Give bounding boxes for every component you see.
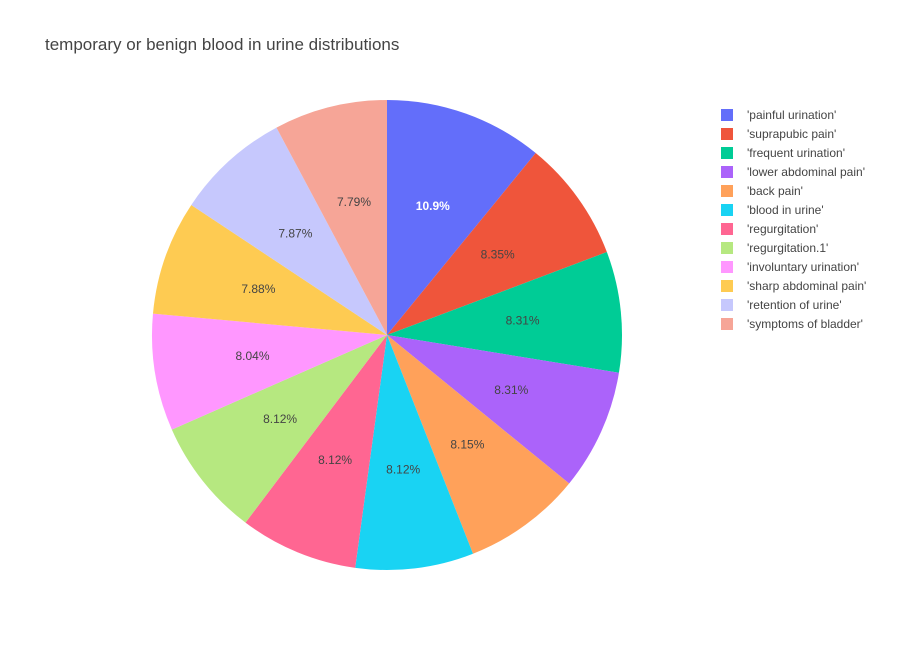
legend-swatch (721, 185, 733, 197)
pie-slice[interactable] (387, 153, 607, 335)
pie-slice[interactable] (387, 335, 619, 484)
legend-swatch (721, 280, 733, 292)
pie-slice-labels: 10.9% 8.35% 8.31% 8.31% 8.15% 8.12% 8.12% 8.12%… (235, 195, 540, 476)
legend-item[interactable]: 'regurgitation.1' (721, 241, 828, 255)
legend-label: 'retention of urine' (747, 298, 842, 312)
legend-label: 'blood in urine' (747, 203, 824, 217)
slice-percent-label: 8.15% (450, 437, 484, 451)
chart-title: temporary or benign blood in urine distr… (45, 35, 399, 54)
slice-percent-label: 8.31% (506, 314, 540, 328)
legend-swatch (721, 147, 733, 159)
slice-percent-label: 8.31% (494, 383, 528, 397)
pie-slice[interactable] (152, 313, 387, 430)
pie-slice[interactable] (387, 100, 536, 335)
slice-percent-label: 8.04% (235, 349, 269, 363)
legend-label: 'frequent urination' (747, 146, 845, 160)
legend-item[interactable]: 'regurgitation' (721, 222, 818, 236)
legend-swatch (721, 223, 733, 235)
legend-item[interactable]: 'retention of urine' (721, 298, 842, 312)
legend-item[interactable]: 'blood in urine' (721, 203, 824, 217)
legend-label: 'involuntary urination' (747, 260, 859, 274)
legend-item[interactable]: 'painful urination' (721, 108, 836, 122)
legend-item[interactable]: 'lower abdominal pain' (721, 165, 865, 179)
legend-item[interactable]: 'involuntary urination' (721, 260, 859, 274)
slice-percent-label: 7.88% (241, 282, 275, 296)
legend-item[interactable]: 'suprapubic pain' (721, 127, 836, 141)
pie-slice[interactable] (152, 204, 387, 335)
legend-swatch (721, 242, 733, 254)
slice-percent-label: 8.35% (481, 248, 515, 262)
legend-swatch (721, 261, 733, 273)
legend-swatch (721, 318, 733, 330)
pie-slice[interactable] (355, 335, 473, 571)
legend-label: 'suprapubic pain' (747, 127, 836, 141)
legend-item[interactable]: 'symptoms of bladder' (721, 317, 863, 331)
slice-percent-label: 8.12% (263, 412, 297, 426)
legend-item[interactable]: 'frequent urination' (721, 146, 845, 160)
legend-label: 'lower abdominal pain' (747, 165, 865, 179)
slice-percent-label: 7.87% (278, 226, 312, 240)
legend-swatch (721, 204, 733, 216)
legend-label: 'regurgitation.1' (747, 241, 828, 255)
slice-percent-label: 8.12% (386, 462, 420, 476)
legend-label: 'symptoms of bladder' (747, 317, 863, 331)
slice-percent-label: 10.9% (416, 199, 450, 213)
pie-slice[interactable] (245, 335, 388, 568)
legend-swatch (721, 299, 733, 311)
pie-slice[interactable] (191, 127, 387, 335)
legend-label: 'regurgitation' (747, 222, 818, 236)
pie-slices (152, 99, 623, 571)
slice-percent-label: 8.12% (318, 453, 352, 467)
legend: 'painful urination' 'suprapubic pain' 'fre… (721, 108, 866, 331)
pie-slice[interactable] (387, 252, 623, 373)
legend-label: 'back pain' (747, 184, 803, 198)
pie-slice[interactable] (387, 335, 570, 554)
legend-swatch (721, 166, 733, 178)
slice-percent-label: 7.79% (337, 195, 371, 209)
legend-label: 'painful urination' (747, 108, 836, 122)
legend-item[interactable]: 'back pain' (721, 184, 803, 198)
legend-item[interactable]: 'sharp abdominal pain' (721, 279, 866, 293)
pie-slice[interactable] (276, 99, 387, 335)
legend-label: 'sharp abdominal pain' (747, 279, 866, 293)
pie-slice[interactable] (171, 335, 387, 523)
legend-swatch (721, 128, 733, 140)
legend-swatch (721, 109, 733, 121)
